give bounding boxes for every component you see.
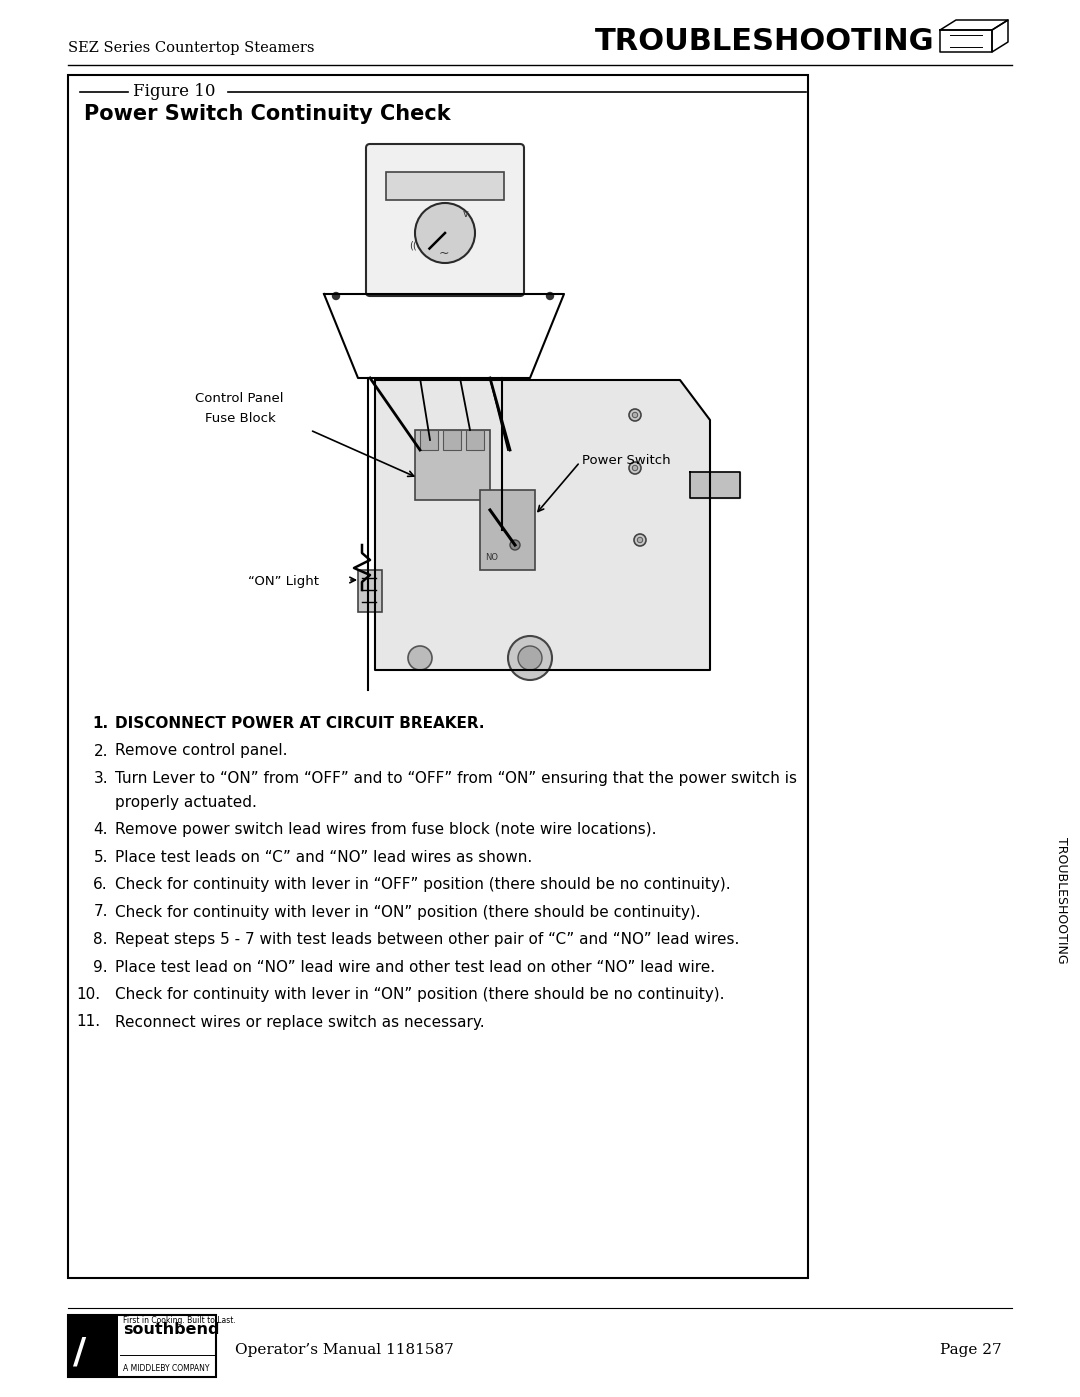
Circle shape bbox=[408, 645, 432, 671]
Text: 1.: 1. bbox=[92, 717, 108, 731]
Text: ((: (( bbox=[409, 242, 417, 251]
Text: 2.: 2. bbox=[94, 743, 108, 759]
Text: Place test lead on “NO” lead wire and other test lead on other “NO” lead wire.: Place test lead on “NO” lead wire and ot… bbox=[114, 960, 715, 975]
Text: Control Panel: Control Panel bbox=[195, 393, 283, 405]
Circle shape bbox=[333, 292, 339, 299]
Text: 3.: 3. bbox=[93, 771, 108, 787]
Text: 10.: 10. bbox=[76, 988, 100, 1002]
Text: 6.: 6. bbox=[93, 877, 108, 893]
Bar bbox=[465, 430, 484, 450]
Text: TROUBLESHOOTING: TROUBLESHOOTING bbox=[595, 27, 934, 56]
Bar bbox=[480, 490, 535, 570]
Circle shape bbox=[526, 645, 535, 655]
Text: Check for continuity with lever in “OFF” position (there should be no continuity: Check for continuity with lever in “OFF”… bbox=[114, 877, 731, 893]
Text: /: / bbox=[73, 1336, 86, 1369]
Text: DISCONNECT POWER AT CIRCUIT BREAKER.: DISCONNECT POWER AT CIRCUIT BREAKER. bbox=[114, 717, 485, 731]
Bar bbox=[443, 430, 461, 450]
Circle shape bbox=[634, 534, 646, 546]
Text: v: v bbox=[463, 210, 469, 219]
Text: Remove power switch lead wires from fuse block (note wire locations).: Remove power switch lead wires from fuse… bbox=[114, 821, 657, 837]
Text: Reconnect wires or replace switch as necessary.: Reconnect wires or replace switch as nec… bbox=[114, 1014, 485, 1030]
Polygon shape bbox=[375, 380, 710, 671]
Text: 5.: 5. bbox=[94, 849, 108, 865]
Circle shape bbox=[632, 465, 637, 471]
Text: TROUBLESHOOTING: TROUBLESHOOTING bbox=[1055, 837, 1068, 964]
Text: NO: NO bbox=[485, 553, 498, 562]
Text: Power Switch Continuity Check: Power Switch Continuity Check bbox=[84, 103, 450, 124]
Text: 7.: 7. bbox=[94, 904, 108, 919]
Text: Remove control panel.: Remove control panel. bbox=[114, 743, 287, 759]
Text: Power Switch: Power Switch bbox=[582, 454, 671, 467]
Circle shape bbox=[629, 462, 642, 474]
Circle shape bbox=[510, 541, 519, 550]
Bar bbox=[420, 430, 438, 450]
Text: Figure 10: Figure 10 bbox=[133, 84, 216, 101]
Bar bbox=[357, 570, 382, 612]
Text: First in Cooking. Built to Last.: First in Cooking. Built to Last. bbox=[123, 1316, 235, 1324]
Circle shape bbox=[518, 645, 542, 671]
Circle shape bbox=[632, 412, 637, 418]
Bar bbox=[68, 75, 808, 1278]
Text: Page 27: Page 27 bbox=[940, 1343, 1001, 1356]
Text: 4.: 4. bbox=[94, 821, 108, 837]
Text: Check for continuity with lever in “ON” position (there should be no continuity): Check for continuity with lever in “ON” … bbox=[114, 988, 725, 1002]
Text: ~: ~ bbox=[438, 247, 449, 260]
Bar bbox=[415, 430, 490, 500]
Text: Place test leads on “C” and “NO” lead wires as shown.: Place test leads on “C” and “NO” lead wi… bbox=[114, 849, 532, 865]
Text: southbend: southbend bbox=[123, 1322, 219, 1337]
Bar bbox=[386, 172, 504, 200]
Bar bbox=[68, 1315, 216, 1377]
Circle shape bbox=[519, 640, 540, 659]
Circle shape bbox=[629, 409, 642, 420]
Circle shape bbox=[637, 538, 643, 542]
Text: Operator’s Manual 1181587: Operator’s Manual 1181587 bbox=[235, 1343, 454, 1356]
Text: Repeat steps 5 - 7 with test leads between other pair of “C” and “NO” lead wires: Repeat steps 5 - 7 with test leads betwe… bbox=[114, 932, 740, 947]
Text: 8.: 8. bbox=[94, 932, 108, 947]
FancyBboxPatch shape bbox=[366, 144, 524, 296]
Text: Fuse Block: Fuse Block bbox=[205, 412, 275, 425]
Circle shape bbox=[546, 292, 554, 299]
Bar bbox=[68, 1315, 118, 1377]
Text: SEZ Series Countertop Steamers: SEZ Series Countertop Steamers bbox=[68, 41, 314, 54]
Text: 9.: 9. bbox=[93, 960, 108, 975]
Text: properly actuated.: properly actuated. bbox=[114, 795, 257, 809]
Text: 11.: 11. bbox=[76, 1014, 100, 1030]
Text: “ON” Light: “ON” Light bbox=[248, 576, 319, 588]
Circle shape bbox=[415, 203, 475, 263]
Text: Check for continuity with lever in “ON” position (there should be continuity).: Check for continuity with lever in “ON” … bbox=[114, 904, 701, 919]
Text: A MIDDLEBY COMPANY: A MIDDLEBY COMPANY bbox=[123, 1363, 210, 1373]
Text: Turn Lever to “ON” from “OFF” and to “OFF” from “ON” ensuring that the power swi: Turn Lever to “ON” from “OFF” and to “OF… bbox=[114, 771, 797, 787]
Polygon shape bbox=[690, 472, 740, 497]
Circle shape bbox=[508, 636, 552, 680]
